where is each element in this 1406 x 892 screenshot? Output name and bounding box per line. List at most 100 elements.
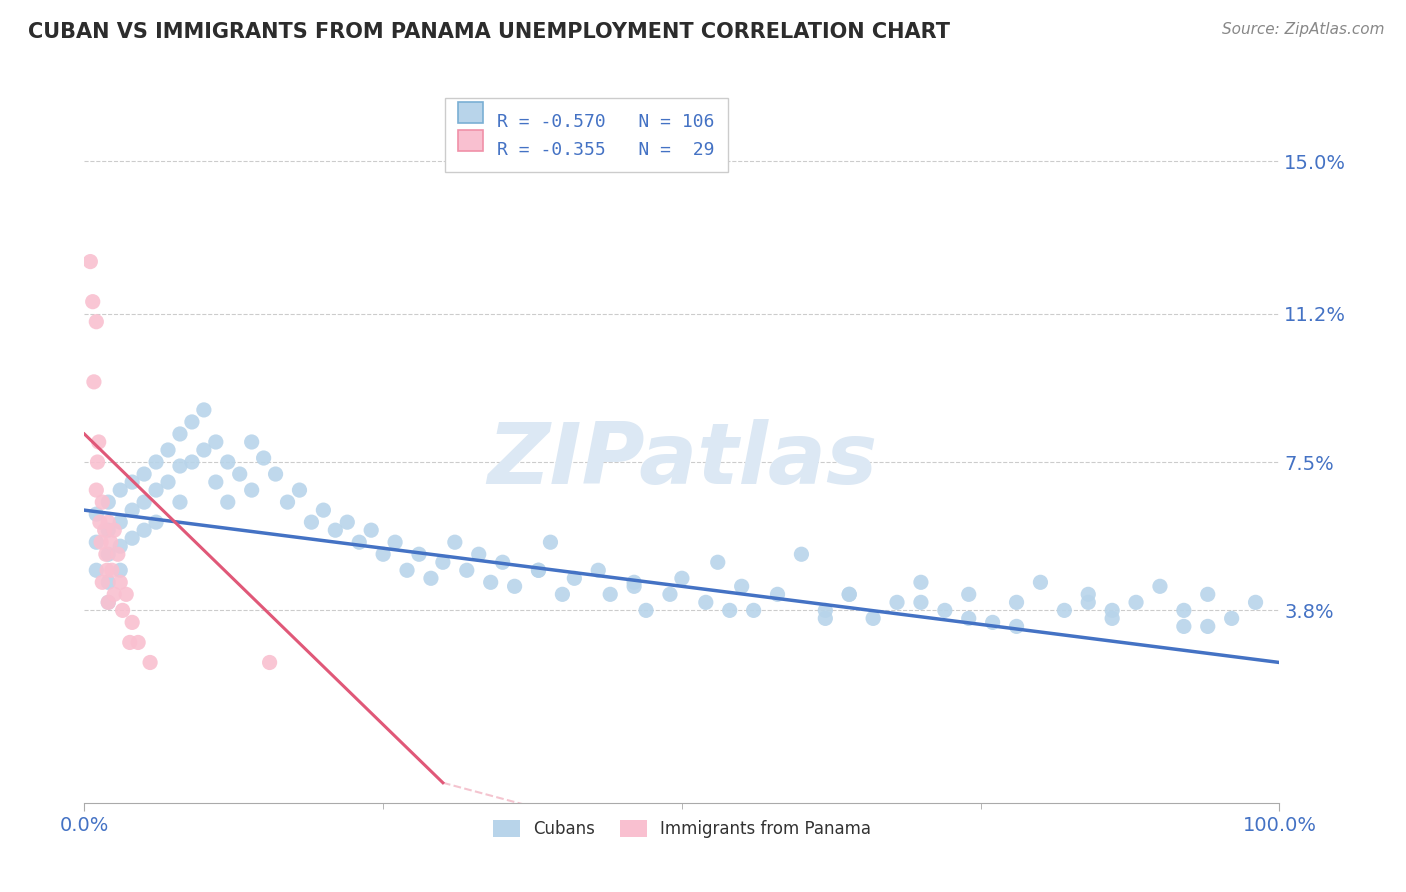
- Point: [1173, 619, 1195, 633]
- Point: [97, 523, 120, 537]
- Point: [981, 615, 1004, 630]
- Point: [1197, 587, 1219, 601]
- Point: [301, 515, 323, 529]
- Point: [862, 611, 884, 625]
- Point: [1077, 587, 1099, 601]
- Point: [1077, 595, 1099, 609]
- Point: [121, 531, 143, 545]
- Point: [193, 442, 215, 457]
- Point: [240, 435, 263, 450]
- Point: [886, 595, 908, 609]
- Point: [659, 587, 682, 601]
- Point: [456, 563, 478, 577]
- Point: [169, 427, 191, 442]
- Point: [181, 415, 204, 429]
- Point: [110, 563, 132, 577]
- Point: [118, 635, 141, 649]
- Point: [97, 515, 120, 529]
- Point: [636, 603, 658, 617]
- Point: [527, 563, 550, 577]
- Point: [479, 575, 502, 590]
- Text: Source: ZipAtlas.com: Source: ZipAtlas.com: [1222, 22, 1385, 37]
- Point: [229, 467, 252, 481]
- Point: [97, 595, 120, 609]
- Point: [132, 467, 156, 481]
- Point: [468, 547, 491, 561]
- Point: [492, 555, 515, 569]
- Point: [742, 603, 765, 617]
- Point: [408, 547, 430, 561]
- Point: [110, 539, 132, 553]
- Point: [1197, 619, 1219, 633]
- Point: [253, 450, 276, 465]
- Point: [91, 575, 114, 590]
- Point: [1101, 603, 1123, 617]
- Point: [101, 563, 124, 577]
- Point: [94, 547, 117, 561]
- Point: [838, 587, 860, 601]
- Point: [1173, 603, 1195, 617]
- Point: [1149, 579, 1171, 593]
- Point: [110, 483, 132, 497]
- Point: [910, 595, 932, 609]
- Point: [527, 563, 550, 577]
- Point: [814, 603, 837, 617]
- Legend: Cubans, Immigrants from Panama: Cubans, Immigrants from Panama: [486, 813, 877, 845]
- Point: [103, 523, 125, 537]
- Point: [110, 515, 132, 529]
- Point: [121, 503, 143, 517]
- Point: [551, 587, 574, 601]
- Point: [349, 535, 371, 549]
- Point: [83, 375, 105, 389]
- Point: [240, 483, 263, 497]
- Point: [107, 547, 129, 561]
- Point: [145, 515, 167, 529]
- Point: [1053, 603, 1076, 617]
- Point: [145, 483, 167, 497]
- Point: [97, 595, 120, 609]
- Point: [111, 603, 134, 617]
- Point: [90, 535, 112, 549]
- Point: [564, 571, 586, 585]
- Point: [121, 615, 143, 630]
- Point: [838, 587, 860, 601]
- Point: [97, 547, 120, 561]
- Point: [127, 635, 149, 649]
- Point: [373, 547, 395, 561]
- Point: [87, 435, 110, 450]
- Point: [503, 579, 526, 593]
- Point: [79, 254, 101, 268]
- Point: [217, 455, 239, 469]
- Point: [103, 587, 125, 601]
- Point: [1244, 595, 1267, 609]
- Point: [790, 547, 813, 561]
- Point: [623, 575, 645, 590]
- Point: [707, 555, 730, 569]
- Point: [695, 595, 717, 609]
- Point: [145, 455, 167, 469]
- Point: [1005, 619, 1028, 633]
- Point: [169, 495, 191, 509]
- Point: [264, 467, 287, 481]
- Point: [93, 523, 115, 537]
- Point: [139, 656, 162, 670]
- Point: [312, 503, 335, 517]
- Point: [360, 523, 382, 537]
- Point: [205, 435, 228, 450]
- Point: [82, 294, 104, 309]
- Point: [97, 495, 120, 509]
- Point: [718, 603, 741, 617]
- Point: [115, 587, 138, 601]
- Text: ZIPatlas: ZIPatlas: [486, 418, 877, 502]
- Point: [86, 563, 108, 577]
- Point: [588, 563, 610, 577]
- Point: [205, 475, 228, 489]
- Point: [623, 579, 645, 593]
- Point: [132, 495, 156, 509]
- Point: [957, 587, 980, 601]
- Text: CUBAN VS IMMIGRANTS FROM PANAMA UNEMPLOYMENT CORRELATION CHART: CUBAN VS IMMIGRANTS FROM PANAMA UNEMPLOY…: [28, 22, 950, 42]
- Point: [86, 315, 108, 329]
- Point: [96, 563, 118, 577]
- Point: [132, 523, 156, 537]
- Point: [599, 587, 621, 601]
